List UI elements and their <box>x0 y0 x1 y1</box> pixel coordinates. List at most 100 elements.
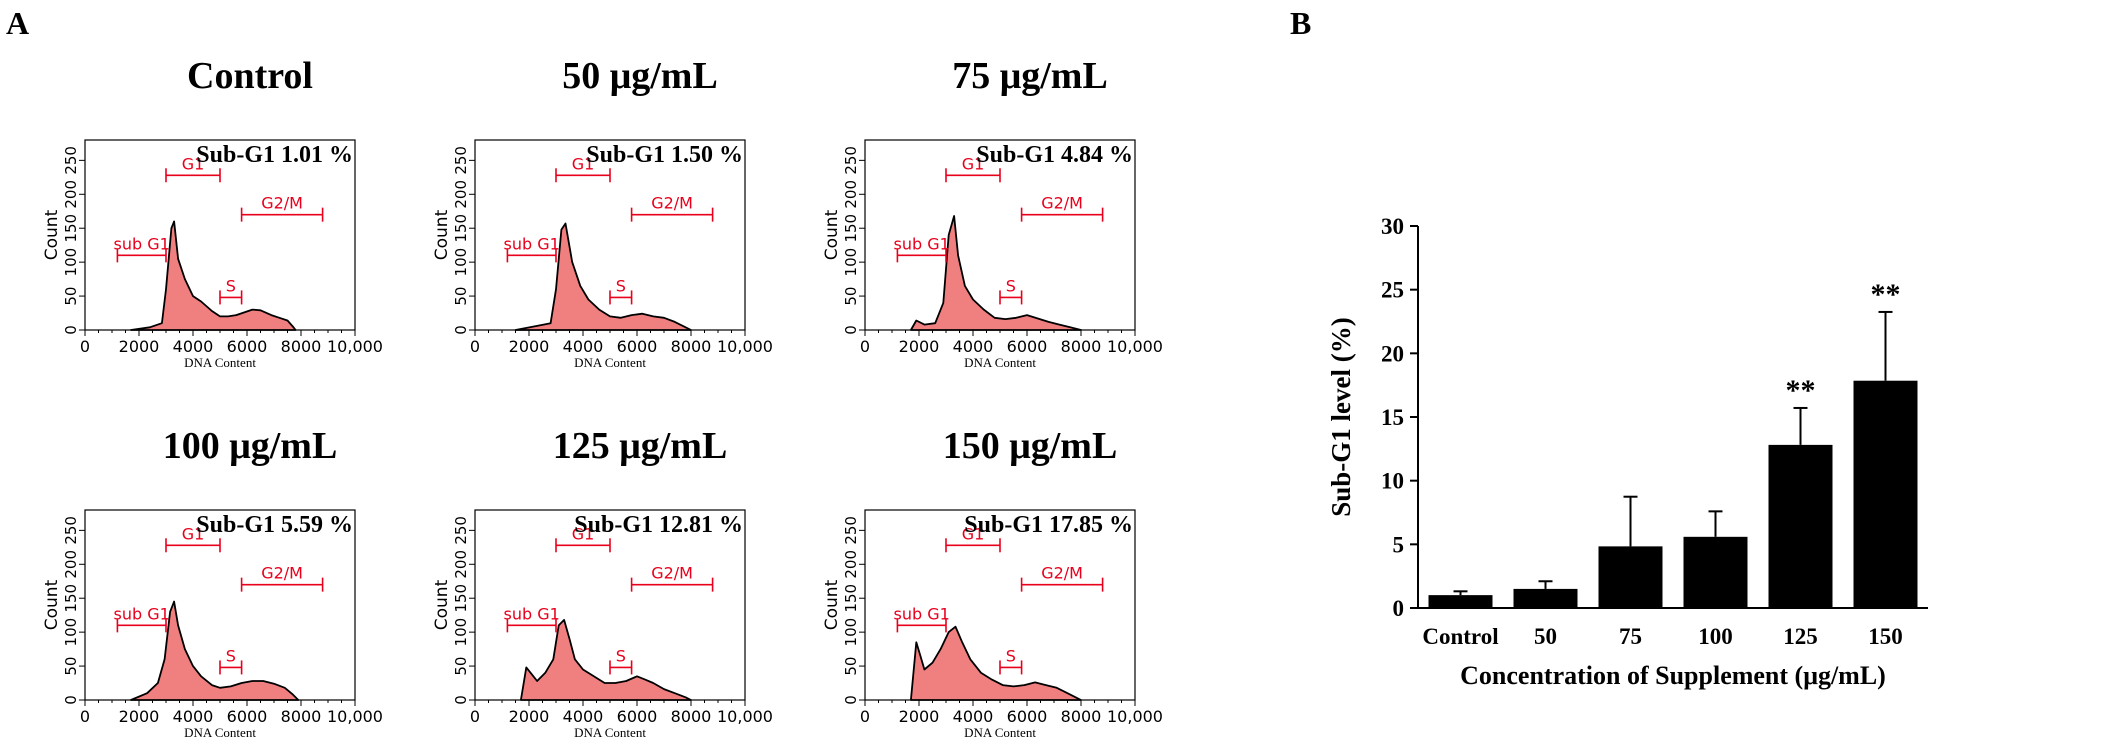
x-tick-label: 8000 <box>671 337 712 356</box>
x-tick-label: 8000 <box>1061 707 1102 726</box>
subg1-annotation: Sub-G1 17.85 % <box>964 512 1133 538</box>
y-tick-label: 100 <box>842 248 860 277</box>
y-tick-label: 150 <box>62 214 80 243</box>
bar-4 <box>1768 444 1833 608</box>
gate-label-sub_g1: sub G1 <box>114 234 170 253</box>
gate-label-sub_g1: sub G1 <box>114 604 170 623</box>
gate-label-g1: G1 <box>962 154 985 173</box>
x-axis-label: DNA Content <box>964 725 1036 740</box>
y-axis-label: Count <box>822 209 842 260</box>
x-tick-label: 8000 <box>281 337 322 356</box>
y-tick-label: 0 <box>842 325 860 335</box>
x-tick-label: 2000 <box>119 337 160 356</box>
x-axis-label: DNA Content <box>184 725 256 740</box>
y-axis-label: Count <box>822 579 842 630</box>
x-tick-label: 4000 <box>173 337 214 356</box>
bar-category-label: 100 <box>1698 624 1733 649</box>
x-axis-label: DNA Content <box>964 355 1036 370</box>
y-tick-label: 100 <box>452 618 470 647</box>
y-tick-label: 150 <box>62 584 80 613</box>
y-tick-label: 0 <box>62 325 80 335</box>
histogram-title: 100 μg/mL <box>163 425 338 467</box>
y-tick-label: 50 <box>62 657 80 676</box>
y-tick-label: 150 <box>842 214 860 243</box>
y-tick-label: 50 <box>842 657 860 676</box>
gate-label-sub_g1: sub G1 <box>894 234 950 253</box>
y-tick-label: 200 <box>842 550 860 579</box>
gate-label-g2m: G2/M <box>261 194 303 213</box>
x-tick-label: 2000 <box>899 337 940 356</box>
bar-category-label: 75 <box>1619 624 1642 649</box>
panel-a-label: A <box>6 5 29 41</box>
x-tick-label: 4000 <box>563 707 604 726</box>
y-tick-label: 250 <box>842 516 860 545</box>
significance-marker-5: ** <box>1871 278 1901 311</box>
gate-label-g1: G1 <box>182 154 205 173</box>
bar-y-tick-label: 0 <box>1393 596 1405 621</box>
y-tick-label: 200 <box>62 550 80 579</box>
x-tick-label: 6000 <box>227 337 268 356</box>
gate-label-s: S <box>616 646 626 665</box>
bar-3 <box>1683 536 1748 608</box>
x-tick-label: 10,000 <box>1107 707 1163 726</box>
y-tick-label: 250 <box>62 516 80 545</box>
histogram-area <box>520 619 692 701</box>
x-tick-label: 0 <box>80 707 90 726</box>
y-axis-label: Count <box>432 579 452 630</box>
x-tick-label: 2000 <box>119 707 160 726</box>
bar-category-label: 150 <box>1868 624 1903 649</box>
gate-label-s: S <box>1006 646 1016 665</box>
y-tick-label: 250 <box>452 516 470 545</box>
x-tick-label: 6000 <box>1007 337 1048 356</box>
gate-label-g1: G1 <box>182 524 205 543</box>
y-axis-label: Count <box>42 209 62 260</box>
gate-label-g2m: G2/M <box>651 194 693 213</box>
gate-label-s: S <box>616 276 626 295</box>
bar-category-label: Control <box>1422 624 1498 649</box>
x-tick-label: 10,000 <box>717 337 773 356</box>
y-tick-label: 50 <box>62 287 80 306</box>
bar-category-label: 50 <box>1534 624 1557 649</box>
x-tick-label: 2000 <box>509 707 550 726</box>
x-tick-label: 0 <box>470 707 480 726</box>
bar-y-tick-label: 20 <box>1381 341 1404 366</box>
y-tick-label: 200 <box>452 180 470 209</box>
y-tick-label: 0 <box>452 325 470 335</box>
gate-label-s: S <box>226 646 236 665</box>
histogram-title: Control <box>187 55 313 97</box>
gate-label-s: S <box>226 276 236 295</box>
gate-label-g2m: G2/M <box>1041 194 1083 213</box>
y-axis-label: Count <box>432 209 452 260</box>
panel-b-label: B <box>1290 5 1311 41</box>
gate-label-sub_g1: sub G1 <box>504 604 560 623</box>
histogram-area <box>910 625 1082 701</box>
subg1-annotation: Sub-G1 4.84 % <box>976 142 1133 168</box>
bar-2 <box>1598 546 1663 608</box>
y-tick-label: 0 <box>62 695 80 705</box>
gate-label-s: S <box>1006 276 1016 295</box>
bar-y-tick-label: 5 <box>1393 532 1405 557</box>
subg1-annotation: Sub-G1 12.81 % <box>574 512 743 538</box>
histogram-title: 75 μg/mL <box>952 55 1108 97</box>
histogram-area <box>910 215 1082 331</box>
x-tick-label: 4000 <box>563 337 604 356</box>
gate-label-g2m: G2/M <box>261 564 303 583</box>
y-tick-label: 0 <box>842 695 860 705</box>
y-tick-label: 0 <box>452 695 470 705</box>
y-tick-label: 50 <box>452 287 470 306</box>
y-tick-label: 250 <box>62 146 80 175</box>
x-tick-label: 8000 <box>1061 337 1102 356</box>
histogram-panel: 150 μg/mL sub G1 G1 S G2/M Sub-G1 17.85 % 0 200… <box>822 425 1163 740</box>
histogram-title: 50 μg/mL <box>562 55 718 97</box>
gate-label-g1: G1 <box>572 154 595 173</box>
bar-chart: 0 5 10 15 20 25 30 Control 50 75 100 ** 125 ** 150 Conc… <box>1326 214 1928 690</box>
bar-y-tick-label: 10 <box>1381 469 1404 494</box>
gate-label-sub_g1: sub G1 <box>504 234 560 253</box>
x-tick-label: 2000 <box>899 707 940 726</box>
histogram-area <box>130 600 300 701</box>
